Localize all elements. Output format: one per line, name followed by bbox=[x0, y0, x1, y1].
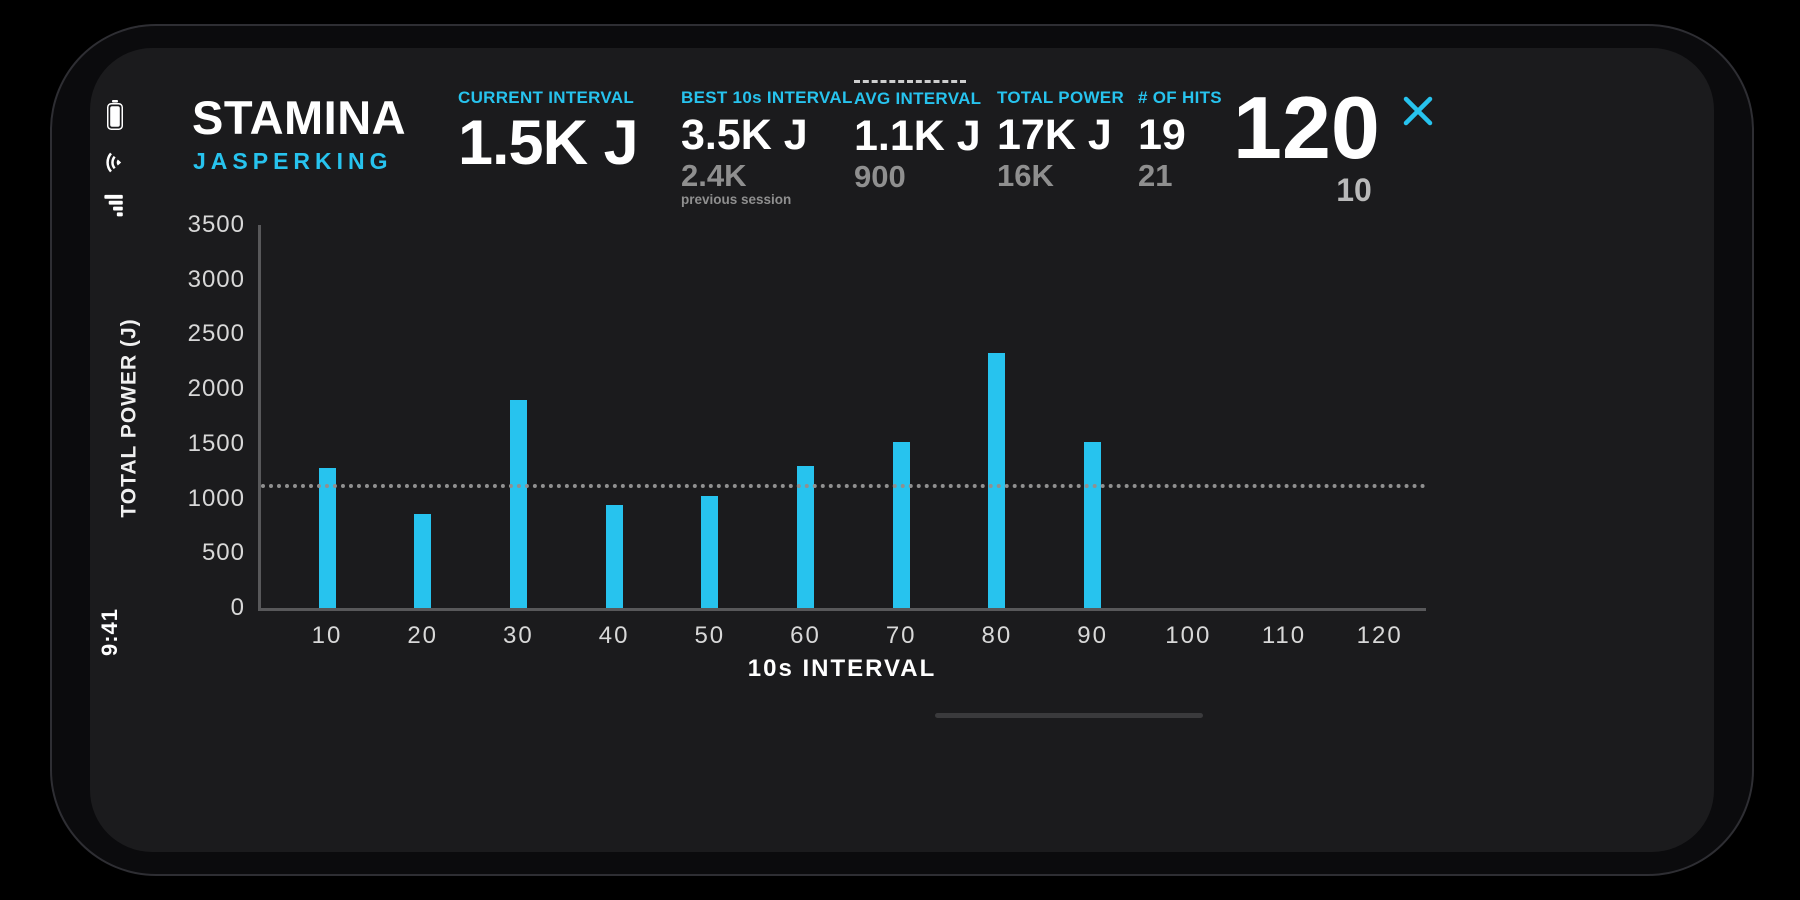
x-tick-label: 120 bbox=[1356, 622, 1403, 649]
app-screen: 9:41 STAMINA JASPERKING CURRENT INTERVAL… bbox=[90, 48, 1714, 852]
page-title: STAMINA bbox=[192, 91, 407, 144]
stat-caption: previous session bbox=[681, 192, 792, 207]
avg-interval-line bbox=[261, 483, 1426, 488]
bar-interval-40 bbox=[605, 505, 623, 608]
wifi-icon bbox=[100, 150, 131, 176]
bar-interval-80 bbox=[988, 353, 1006, 608]
x-tick-label: 50 bbox=[694, 622, 726, 649]
phone-frame: 9:41 STAMINA JASPERKING CURRENT INTERVAL… bbox=[52, 26, 1752, 874]
x-tick-label: 110 bbox=[1261, 622, 1307, 649]
x-tick-label: 40 bbox=[598, 622, 630, 649]
bar-interval-90 bbox=[1084, 441, 1102, 608]
stat-previous-value: 2.4K bbox=[681, 158, 747, 193]
stat-previous-value: 16K bbox=[997, 158, 1054, 193]
y-tick-label: 500 bbox=[201, 539, 245, 567]
stat-label: TOTAL POWER bbox=[997, 88, 1125, 107]
bar-chart-plot: 0 500 1000 1500 2000 2500 3000 3500 10 20 30 40 50 60… bbox=[188, 211, 1426, 649]
cellular-signal-icon bbox=[100, 193, 131, 219]
timer-sub-value: 10 bbox=[1336, 171, 1372, 208]
bar-interval-10 bbox=[318, 467, 336, 608]
y-tick-label: 2500 bbox=[187, 320, 245, 348]
x-tick-label: 60 bbox=[790, 622, 821, 649]
timer-main-value: 120 bbox=[1233, 78, 1380, 177]
y-tick-label: 1000 bbox=[187, 484, 245, 512]
stat-label: # OF HITS bbox=[1138, 88, 1222, 107]
stat-number-of-hits: # OF HITS 19 21 bbox=[1138, 88, 1222, 191]
y-tick-label: 1500 bbox=[187, 429, 245, 457]
stat-label: BEST 10s INTERVAL bbox=[681, 88, 853, 107]
avg-dashed-marker bbox=[854, 80, 966, 83]
x-tick-label: 20 bbox=[407, 622, 439, 649]
stat-previous-value: 900 bbox=[854, 159, 906, 194]
x-axis-label: 10s INTERVAL bbox=[747, 655, 937, 682]
y-tick-label: 0 bbox=[230, 594, 245, 621]
x-tick-label: 80 bbox=[981, 622, 1013, 649]
stat-value: 1.1K J bbox=[854, 112, 981, 160]
stat-best-interval: BEST 10s INTERVAL 3.5K J 2.4K previous s… bbox=[681, 88, 853, 207]
stat-value: 1.5K J bbox=[458, 108, 639, 178]
stat-label: CURRENT INTERVAL bbox=[458, 88, 635, 107]
stat-previous-value: 21 bbox=[1138, 158, 1173, 193]
y-tick-label: 3500 bbox=[187, 211, 245, 238]
close-button[interactable] bbox=[1398, 92, 1438, 132]
x-tick-label: 10 bbox=[311, 622, 343, 649]
x-tick-label: 70 bbox=[885, 622, 917, 649]
status-time: 9:41 bbox=[97, 607, 122, 657]
y-axis-label: TOTAL POWER (J) bbox=[118, 318, 141, 518]
x-tick-label: 30 bbox=[503, 622, 534, 649]
bar-interval-60 bbox=[797, 465, 814, 608]
bar-interval-20 bbox=[414, 513, 432, 608]
close-icon bbox=[1399, 96, 1437, 133]
stat-avg-interval: AVG INTERVAL 1.1K J 900 bbox=[854, 80, 981, 192]
stat-value: 19 bbox=[1138, 111, 1186, 159]
bar-interval-70 bbox=[892, 441, 910, 608]
y-axis: TOTAL POWER (J) bbox=[104, 225, 156, 611]
x-tick-label: 100 bbox=[1165, 622, 1212, 649]
battery-icon bbox=[107, 100, 123, 135]
bar-interval-50 bbox=[701, 496, 719, 608]
stat-current-interval: CURRENT INTERVAL 1.5K J bbox=[458, 88, 639, 178]
x-tick-label: 90 bbox=[1077, 622, 1108, 649]
y-tick-label: 3000 bbox=[187, 265, 245, 293]
session-timer: 120 10 bbox=[1233, 78, 1380, 209]
home-indicator bbox=[935, 713, 1203, 718]
username: JASPERKING bbox=[193, 148, 393, 174]
bar-interval-30 bbox=[509, 400, 527, 608]
status-bar bbox=[98, 100, 132, 221]
stat-total-power: TOTAL POWER 17K J 16K bbox=[997, 88, 1124, 191]
y-tick-label: 2000 bbox=[187, 375, 245, 403]
stat-value: 3.5K J bbox=[681, 111, 808, 159]
stat-value: 17K J bbox=[997, 111, 1112, 159]
stat-label: AVG INTERVAL bbox=[854, 89, 982, 108]
